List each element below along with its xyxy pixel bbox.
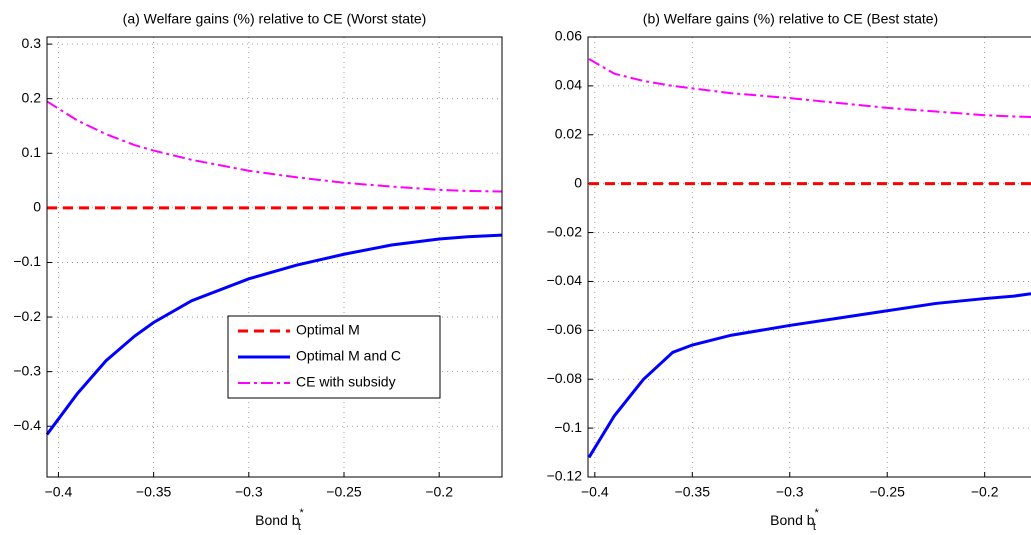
x-tick-label: −0.3 — [776, 484, 804, 500]
y-tick-label: −0.08 — [547, 370, 583, 386]
y-tick-label: 0.06 — [555, 28, 582, 44]
x-axis-label-sub: t — [813, 521, 816, 533]
y-tick-label: −0.1 — [554, 419, 582, 435]
x-tick-label: −0.4 — [581, 484, 609, 500]
x-tick-label: −0.35 — [675, 484, 711, 500]
legend: Optimal M Optimal M and C CE with subsidy — [227, 315, 441, 399]
x-axis-label-sup: * — [300, 507, 305, 519]
chart-title: (a) Welfare gains (%) relative to CE (Wo… — [123, 11, 427, 27]
series-line — [587, 292, 1031, 459]
plot-border — [587, 36, 1031, 478]
x-tick-label: −0.4 — [45, 484, 73, 500]
y-tick-label: 0.1 — [22, 144, 42, 160]
y-tick-label: −0.06 — [547, 321, 583, 337]
chart-title: (b) Welfare gains (%) relative to CE (Be… — [643, 11, 938, 27]
x-axis-label-sup: * — [815, 507, 820, 519]
x-tick-label: −0.25 — [869, 484, 905, 500]
subplot: (b) Welfare gains (%) relative to CE (Be… — [547, 11, 1031, 533]
legend-label: CE with subsidy — [296, 374, 396, 390]
subplot: (a) Welfare gains (%) relative to CE (Wo… — [13, 11, 503, 533]
x-axis-label: Bond b* t — [255, 507, 304, 533]
x-axis-label-sub: t — [298, 521, 301, 533]
x-tick-label: −0.25 — [326, 484, 362, 500]
y-tick-label: 0.04 — [555, 77, 582, 93]
y-tick-label: −0.4 — [13, 417, 41, 433]
x-tick-label: −0.3 — [235, 484, 263, 500]
legend-label: Optimal M — [296, 322, 360, 338]
y-tick-label: −0.2 — [13, 308, 41, 324]
series-line — [45, 233, 503, 436]
y-tick-label: −0.12 — [547, 468, 583, 484]
y-tick-label: 0.3 — [22, 35, 42, 51]
x-tick-label: −0.35 — [136, 484, 172, 500]
plot-border — [46, 36, 503, 478]
plot-frame — [587, 36, 1031, 478]
x-axis-label: Bond b* t — [770, 507, 819, 533]
y-tick-label: −0.02 — [547, 223, 583, 239]
series-line — [46, 100, 503, 193]
legend-label: Optimal M and C — [296, 348, 401, 364]
y-tick-label: 0 — [574, 174, 582, 190]
y-tick-label: −0.04 — [547, 272, 583, 288]
y-tick-label: 0 — [33, 199, 41, 215]
series-line — [588, 58, 1031, 119]
x-tick-label: −0.2 — [425, 484, 453, 500]
x-axis-label-text: Bond b — [770, 512, 815, 528]
y-tick-label: 0.2 — [22, 89, 42, 105]
y-tick-label: −0.3 — [13, 362, 41, 378]
y-tick-label: −0.1 — [13, 253, 41, 269]
plot-frame — [46, 36, 503, 478]
x-axis-label-text: Bond b — [255, 512, 300, 528]
y-tick-label: 0.02 — [555, 125, 582, 141]
x-tick-label: −0.2 — [971, 484, 999, 500]
